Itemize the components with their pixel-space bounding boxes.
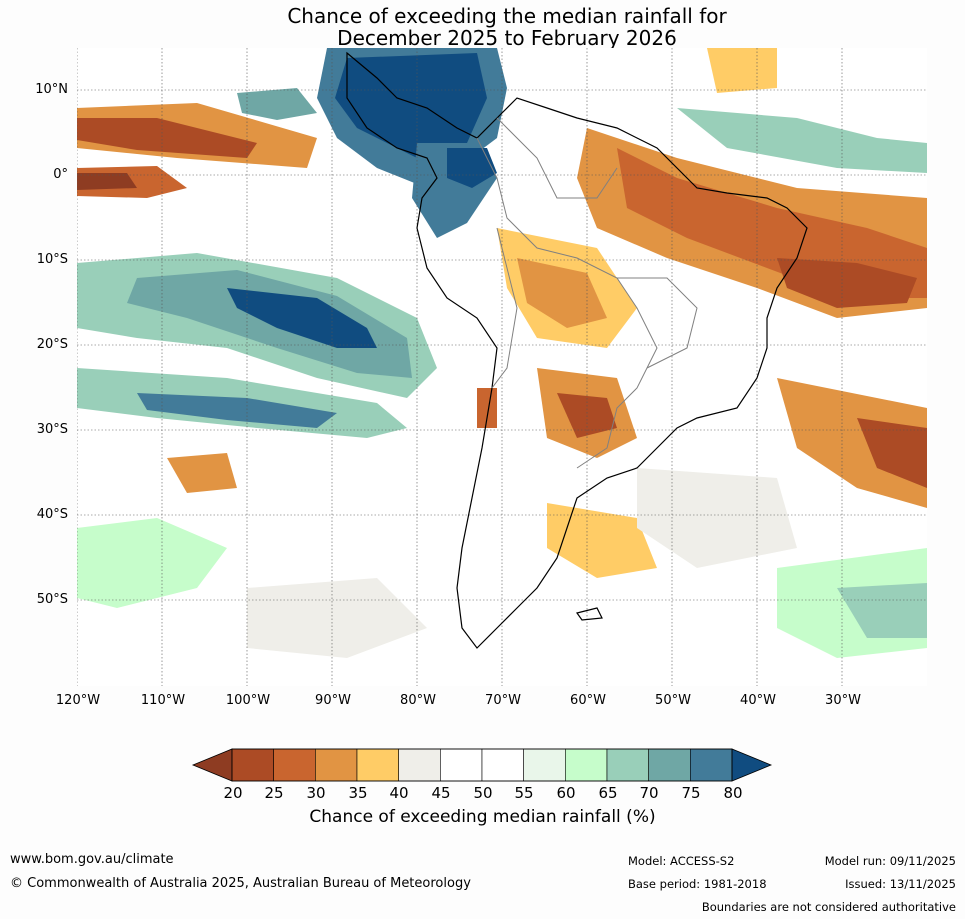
colorbar-tick-70: 70 [639, 784, 659, 802]
rainfall-map [77, 48, 927, 686]
dry-core-northwest-2 [77, 173, 137, 190]
colorbar-cells [231, 748, 733, 782]
dry-area-chile-coast [477, 388, 497, 428]
colorbar-tick-55: 55 [514, 784, 534, 802]
footer-model-run: Model run: 09/11/2025 [824, 854, 956, 868]
lat-label-30s: 30°S [36, 422, 68, 437]
wet-area-pacific-north [237, 88, 317, 120]
colorbar-cell [440, 748, 483, 782]
country-borders [476, 117, 698, 469]
colorbar-cell [648, 748, 691, 782]
colorbar-svg [191, 748, 773, 782]
lon-label-50w: 50°W [655, 693, 691, 708]
lon-label-40w: 40°W [740, 693, 776, 708]
colorbar-tick-75: 75 [681, 784, 701, 802]
lat-label-10s: 10°S [36, 252, 68, 267]
lon-label-100w: 100°W [225, 693, 271, 708]
dry-core-southeast-atlantic [857, 418, 927, 488]
title-line-2: December 2025 to February 2026 [337, 26, 677, 50]
neutral-area-east [637, 468, 797, 568]
falkland-islands [575, 607, 603, 621]
title-line-1: Chance of exceeding the median rainfall … [287, 4, 727, 28]
colorbar-tick-25: 25 [264, 784, 284, 802]
colorbar-tick-30: 30 [306, 784, 326, 802]
lon-label-90w: 90°W [315, 693, 351, 708]
dry-area-patagonia-east [547, 503, 657, 578]
dry-area-southeast-atlantic [777, 378, 927, 508]
colorbar-tick-65: 65 [598, 784, 618, 802]
wet-core-south-pacific [137, 393, 337, 428]
wet-core-pacific-band [227, 288, 377, 348]
colorbar-tick-35: 35 [348, 784, 368, 802]
wet-area-southwest [77, 518, 227, 608]
dry-core-northwest-1 [77, 118, 257, 158]
colorbar-cell [523, 748, 566, 782]
lat-label-10n: 10°N [35, 82, 68, 97]
lat-label-40s: 40°S [36, 507, 68, 522]
lon-label-120w: 120°W [55, 693, 101, 708]
lon-label-60w: 60°W [570, 693, 606, 708]
colorbar [190, 745, 775, 789]
footer-base-period: Base period: 1981-2018 [628, 877, 767, 891]
colorbar-cell [606, 748, 649, 782]
dry-mid-brazil-central [517, 258, 607, 328]
colorbar-cell [481, 748, 524, 782]
wet-core-central-america [335, 53, 487, 168]
colorbar-label: Chance of exceeding median rainfall (%) [309, 807, 656, 827]
dry-area-south-central [247, 578, 427, 658]
colorbar-cell [398, 748, 441, 782]
footer-disclaimer: Boundaries are not considered authoritat… [701, 900, 956, 914]
dry-area-north-east-top [707, 48, 777, 93]
colorbar-tick-40: 40 [389, 784, 409, 802]
dry-core-brazil-east [777, 258, 917, 308]
lon-label-110w: 110°W [140, 693, 186, 708]
colorbar-cell [690, 748, 733, 782]
footer-website: www.bom.gov.au/climate [10, 852, 174, 867]
colorbar-above-arrow [731, 748, 773, 782]
colorbar-cell [231, 748, 274, 782]
colorbar-tick-80: 80 [723, 784, 743, 802]
map-title: Chance of exceeding the median rainfall … [0, 5, 965, 49]
wet-area-southeast-core [837, 583, 927, 638]
colorbar-tick-45: 45 [431, 784, 451, 802]
colorbar-cell [356, 748, 399, 782]
lon-label-30w: 30°W [825, 693, 861, 708]
footer-issued: Issued: 13/11/2025 [845, 877, 956, 891]
colorbar-outline [231, 748, 733, 782]
lat-label-50s: 50°S [36, 592, 68, 607]
wet-area-far-north-east [677, 108, 927, 173]
south-america-coastline [346, 51, 808, 649]
lon-label-80w: 80°W [400, 693, 436, 708]
colorbar-tick-50: 50 [473, 784, 493, 802]
colorbar-tick-20: 20 [223, 784, 243, 802]
colorbar-cell [273, 748, 316, 782]
colorbar-cell [565, 748, 608, 782]
colorbar-below-arrow [191, 748, 233, 782]
lat-label-0: 0° [53, 167, 68, 182]
wet-core-colombia [447, 148, 497, 188]
map-canvas [77, 48, 927, 686]
footer-copyright: © Commonwealth of Australia 2025, Austra… [10, 876, 471, 891]
lat-label-20s: 20°S [36, 337, 68, 352]
colorbar-tick-60: 60 [556, 784, 576, 802]
footer-model: Model: ACCESS-S2 [628, 854, 735, 868]
dry-area-pacific-south [167, 453, 237, 493]
lon-label-70w: 70°W [485, 693, 521, 708]
colorbar-cell [315, 748, 358, 782]
